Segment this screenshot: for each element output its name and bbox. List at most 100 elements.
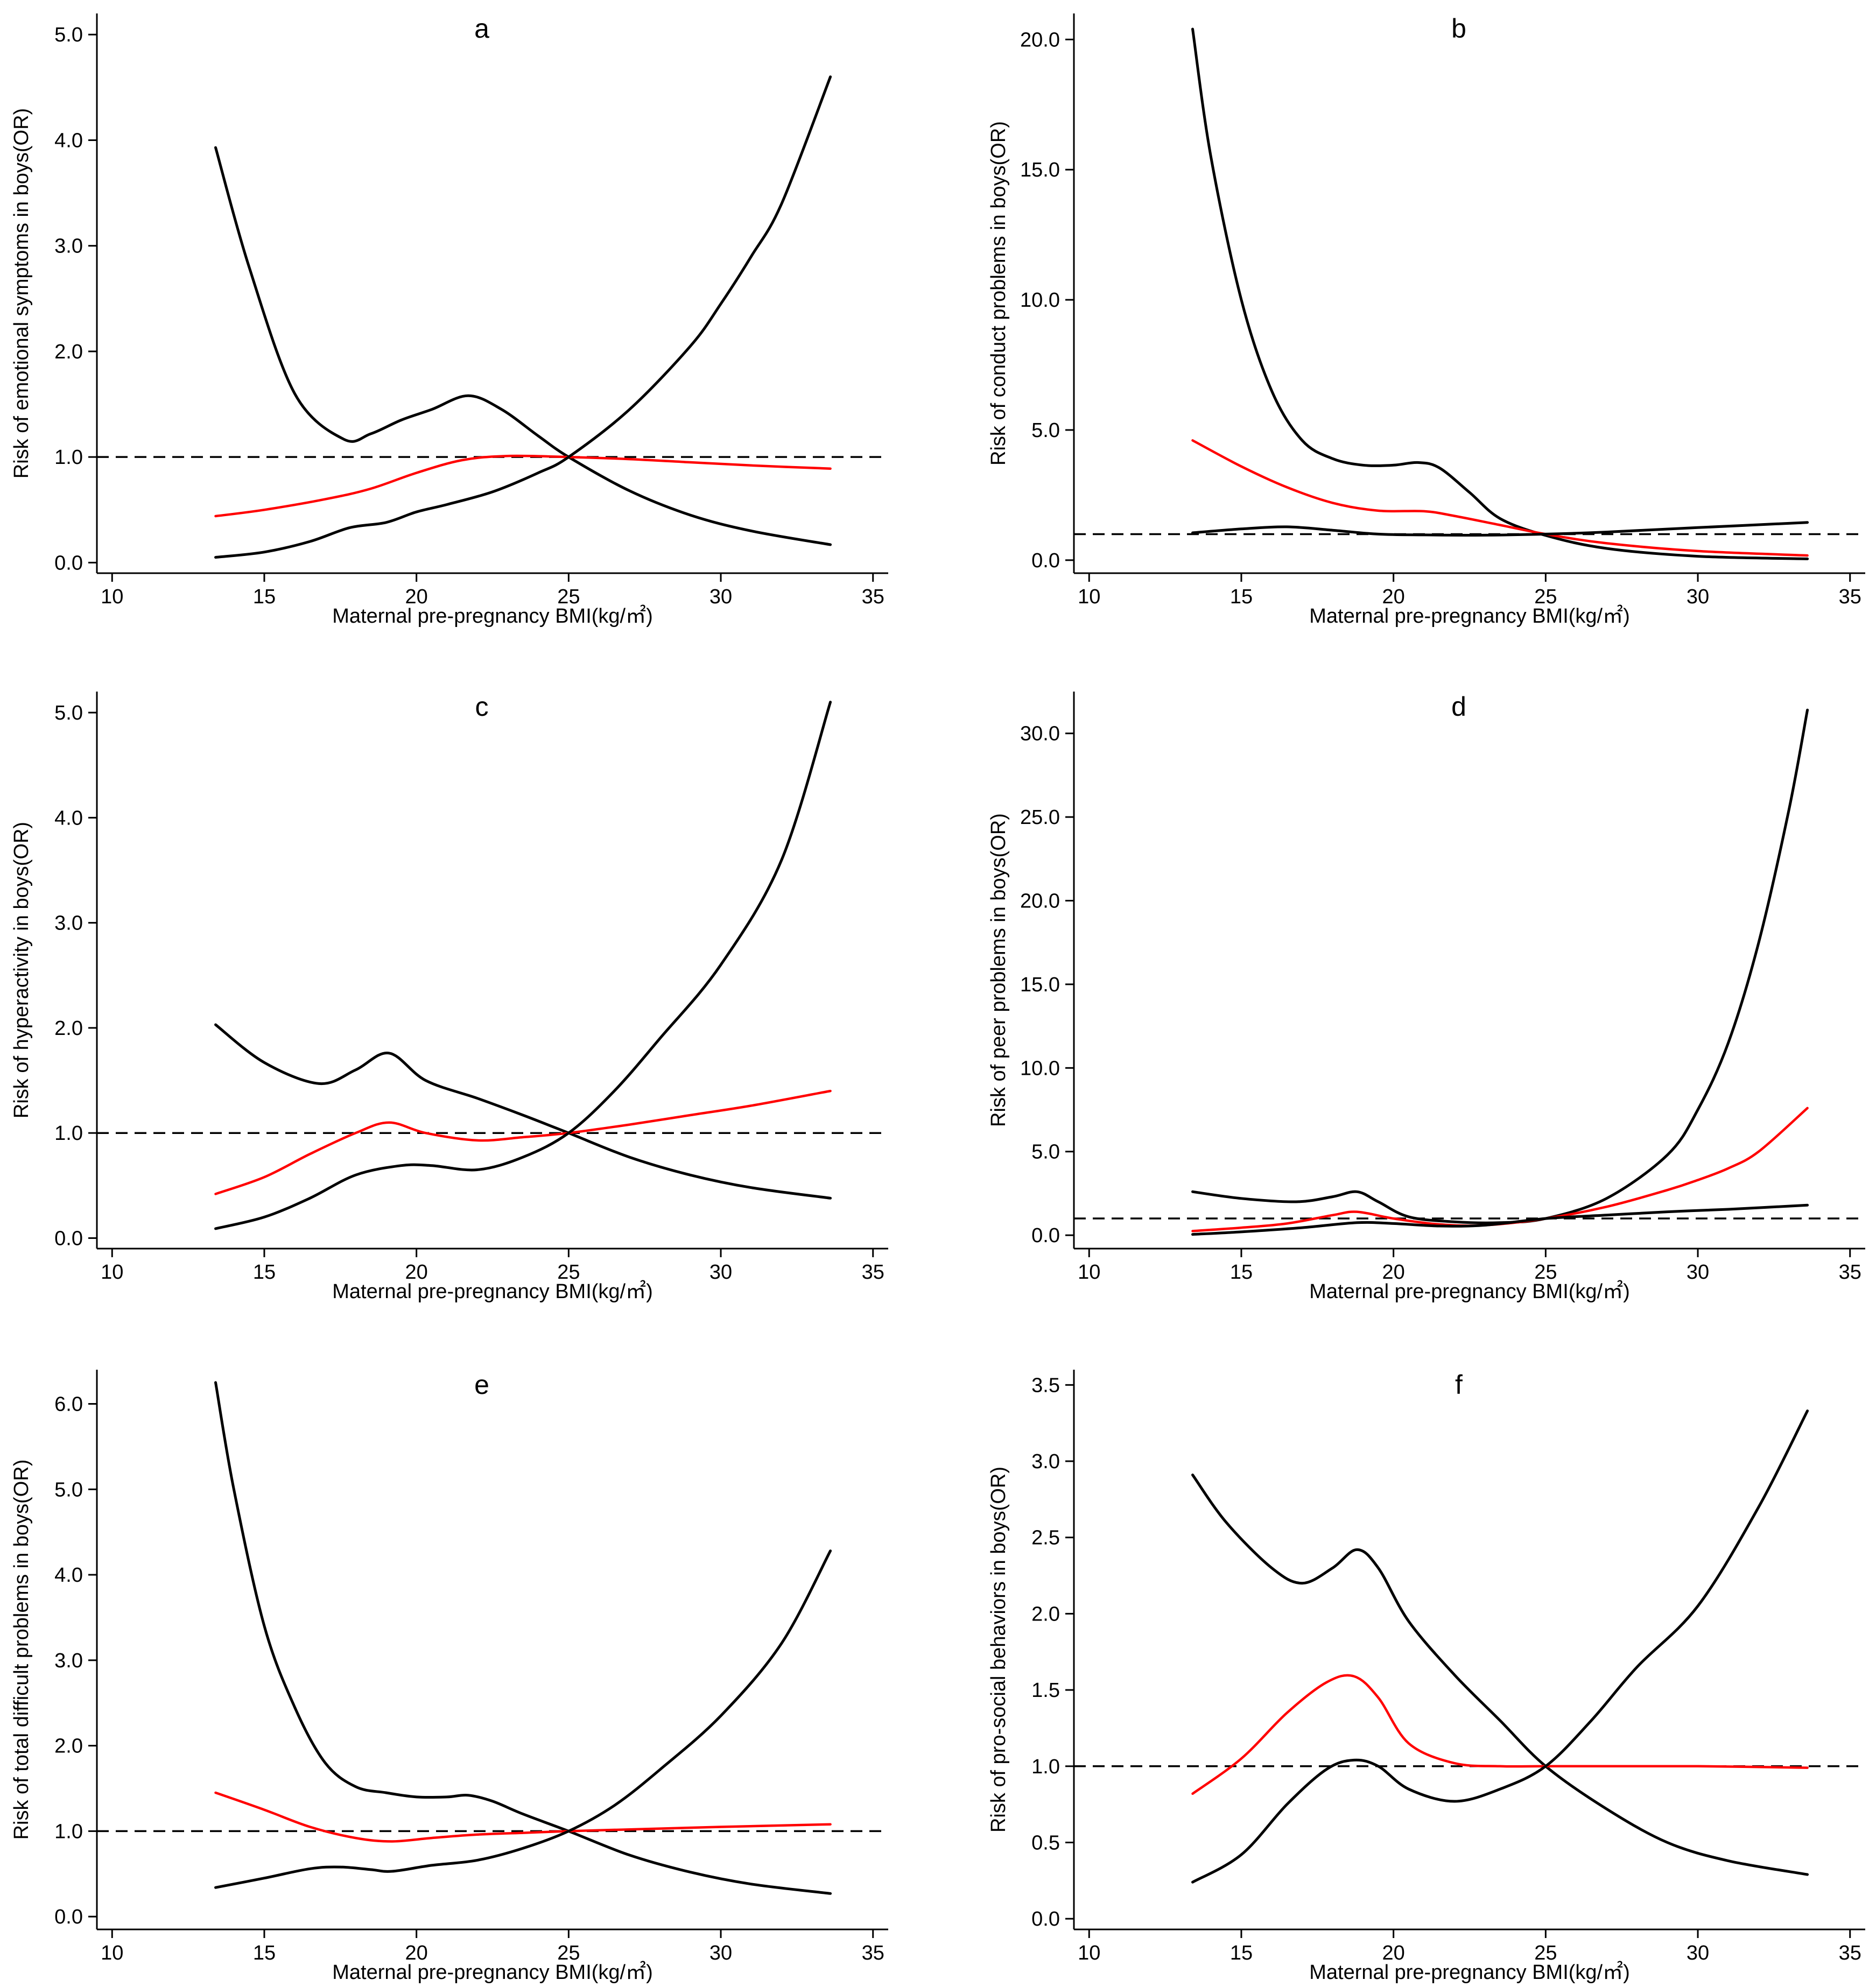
x-tick-label: 20 — [1382, 1261, 1405, 1284]
x-axis-title: Maternal pre-pregnancy BMI(kg/㎡) — [1309, 1280, 1630, 1303]
y-tick-label: 1.0 — [1031, 1756, 1060, 1778]
series-odds-ratio — [1191, 439, 1809, 557]
x-tick-label: 10 — [101, 1942, 123, 1964]
series-odds-ratio — [214, 454, 832, 518]
series-upper-ci — [214, 1381, 832, 1895]
x-tick-label: 20 — [1382, 586, 1405, 608]
y-tick-label: 1.0 — [54, 446, 83, 469]
x-tick-label: 15 — [253, 1261, 276, 1284]
y-tick-label: 20.0 — [1020, 29, 1060, 51]
x-tick-label: 25 — [1534, 1261, 1557, 1284]
x-tick-label: 25 — [1534, 586, 1557, 608]
x-tick-label: 30 — [1687, 586, 1709, 608]
y-tick-label: 6.0 — [54, 1393, 83, 1416]
y-tick-label: 0.0 — [1031, 549, 1060, 572]
y-tick-label: 15.0 — [1020, 974, 1060, 996]
x-axis-title: Maternal pre-pregnancy BMI(kg/㎡) — [1309, 1961, 1630, 1984]
series-odds-ratio — [214, 1791, 832, 1843]
y-axis-title: Risk of conduct problems in boys(OR) — [987, 121, 1010, 466]
y-tick-label: 5.0 — [54, 24, 83, 46]
x-tick-label: 30 — [1687, 1942, 1709, 1964]
x-tick-label: 10 — [101, 1261, 123, 1284]
series-upper-ci — [214, 146, 832, 546]
y-tick-label: 20.0 — [1020, 890, 1060, 913]
y-tick-label: 3.0 — [54, 1650, 83, 1672]
y-axis-title: Risk of hyperactivity in boys(OR) — [10, 822, 33, 1118]
x-tick-label: 35 — [862, 586, 884, 608]
panel-label: d — [1451, 692, 1466, 722]
series-lower-ci — [1191, 1203, 1809, 1236]
x-tick-label: 30 — [709, 586, 732, 608]
x-tick-label: 20 — [1382, 1942, 1405, 1964]
y-tick-label: 5.0 — [1031, 1141, 1060, 1164]
series-lower-ci — [214, 75, 832, 559]
x-tick-label: 35 — [1839, 1942, 1861, 1964]
y-tick-label: 25.0 — [1020, 806, 1060, 829]
y-tick-label: 30.0 — [1020, 723, 1060, 745]
y-tick-label: 1.0 — [54, 1820, 83, 1843]
y-axis-title: Risk of emotional symptoms in boys(OR) — [10, 108, 33, 478]
y-tick-label: 4.0 — [54, 807, 83, 829]
x-axis-title: Maternal pre-pregnancy BMI(kg/㎡) — [332, 605, 653, 628]
x-tick-label: 35 — [1839, 1261, 1861, 1284]
x-tick-label: 25 — [557, 1261, 580, 1284]
x-tick-label: 15 — [253, 1942, 276, 1964]
y-tick-label: 0.0 — [54, 552, 83, 574]
y-tick-label: 3.0 — [54, 235, 83, 258]
y-tick-label: 1.0 — [54, 1122, 83, 1145]
x-tick-label: 25 — [1534, 1942, 1557, 1964]
y-tick-label: 1.5 — [1031, 1679, 1060, 1702]
y-tick-label: 5.0 — [54, 702, 83, 724]
y-tick-label: 0.0 — [54, 1227, 83, 1250]
x-tick-label: 20 — [405, 586, 428, 608]
y-axis-title: Risk of peer problems in boys(OR) — [987, 813, 1010, 1127]
x-tick-label: 15 — [1230, 586, 1253, 608]
x-tick-label: 20 — [405, 1261, 428, 1284]
series-odds-ratio — [214, 1089, 832, 1195]
x-tick-label: 35 — [862, 1942, 884, 1964]
x-tick-label: 10 — [1078, 1942, 1100, 1964]
y-axis-title: Risk of pro-social behaviors in boys(OR) — [987, 1467, 1010, 1833]
x-tick-label: 10 — [1078, 586, 1100, 608]
x-tick-label: 10 — [1078, 1261, 1100, 1284]
series-odds-ratio — [1191, 1674, 1809, 1795]
y-tick-label: 2.0 — [54, 341, 83, 363]
chart-panel-b: 0.0 5.0 10.0 15.0 20.0 10 15 20 25 30 35 Maternal p… — [987, 13, 1865, 628]
chart-panel-f: 0.0 0.5 1.0 1.5 2.0 2.5 3.0 3.5 10 15 20 25 30 35 Mate… — [987, 1370, 1865, 1984]
y-tick-label: 0.5 — [1031, 1831, 1060, 1854]
x-tick-label: 30 — [709, 1942, 732, 1964]
chart-panel-c: 0.0 1.0 2.0 3.0 4.0 5.0 10 15 20 25 30 35 Maternal p… — [10, 692, 888, 1303]
panel-label: c — [475, 692, 489, 722]
y-tick-label: 0.0 — [54, 1906, 83, 1928]
series-lower-ci — [1191, 1410, 1809, 1884]
x-tick-label: 20 — [405, 1942, 428, 1964]
chart-panel-a: 0.0 1.0 2.0 3.0 4.0 5.0 10 15 20 25 30 35 Maternal p… — [10, 13, 888, 628]
y-tick-label: 4.0 — [54, 1564, 83, 1587]
y-tick-label: 5.0 — [1031, 419, 1060, 442]
series-lower-ci — [1191, 521, 1809, 537]
y-tick-label: 0.0 — [1031, 1908, 1060, 1930]
y-tick-label: 2.0 — [1031, 1603, 1060, 1625]
x-tick-label: 15 — [1230, 1942, 1253, 1964]
series-upper-ci — [1191, 27, 1809, 560]
x-tick-label: 10 — [101, 586, 123, 608]
x-tick-label: 15 — [253, 586, 276, 608]
x-tick-label: 30 — [709, 1261, 732, 1284]
panel-label: e — [474, 1370, 489, 1400]
series-upper-ci — [214, 1023, 832, 1200]
panel-label: f — [1455, 1370, 1463, 1400]
x-axis-title: Maternal pre-pregnancy BMI(kg/㎡) — [1309, 605, 1630, 628]
y-tick-label: 3.0 — [54, 912, 83, 935]
y-tick-label: 10.0 — [1020, 289, 1060, 312]
x-tick-label: 35 — [862, 1261, 884, 1284]
y-tick-label: 2.0 — [54, 1735, 83, 1758]
x-tick-label: 30 — [1687, 1261, 1709, 1284]
x-axis-title: Maternal pre-pregnancy BMI(kg/㎡) — [332, 1961, 653, 1984]
y-tick-label: 2.0 — [54, 1017, 83, 1040]
y-tick-label: 5.0 — [54, 1478, 83, 1501]
x-tick-label: 15 — [1230, 1261, 1253, 1284]
y-axis-title: Risk of total difficult problems in boys… — [10, 1460, 33, 1840]
chart-panel-e: 0.0 1.0 2.0 3.0 4.0 5.0 6.0 10 15 20 25 30 35 Materna… — [10, 1370, 888, 1984]
y-tick-label: 10.0 — [1020, 1057, 1060, 1080]
